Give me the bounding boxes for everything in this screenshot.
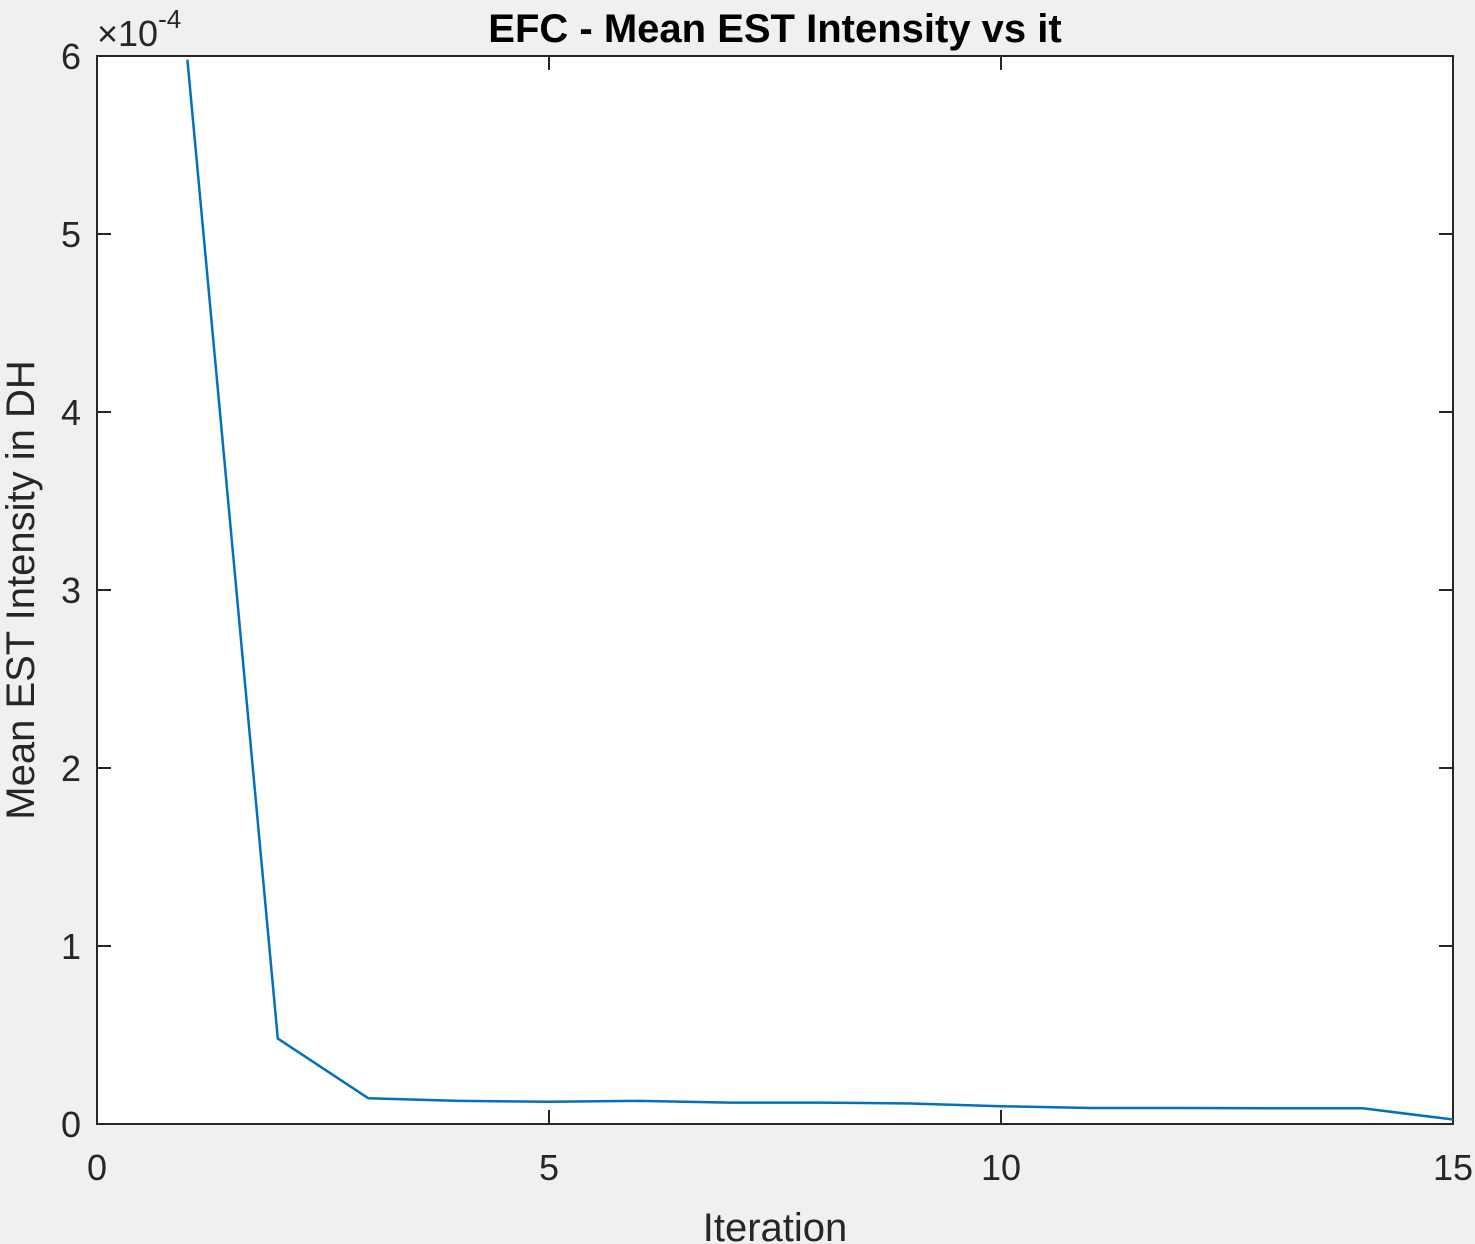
y-multiplier-exponent: -4 xyxy=(158,4,181,34)
y-tick-label-2: 2 xyxy=(61,748,81,789)
y-tick-label-5: 5 xyxy=(61,214,81,255)
y-tick-label-3: 3 xyxy=(61,570,81,611)
chart-title: EFC - Mean EST Intensity vs it xyxy=(488,7,1061,51)
y-tick-label-4: 4 xyxy=(61,392,81,433)
tick-marks xyxy=(96,55,1454,1125)
x-tick-label-3: 15 xyxy=(1433,1147,1473,1188)
x-tick-label-0: 0 xyxy=(87,1147,107,1188)
y-tick-label-6: 6 xyxy=(61,36,81,77)
x-tick-labels: 0 5 10 15 xyxy=(87,1147,1473,1188)
series-line-0 xyxy=(186,59,1454,1121)
y-tick-label-0: 0 xyxy=(61,1104,81,1145)
series-lines xyxy=(186,59,1454,1121)
x-axis-label: Iteration xyxy=(703,1206,848,1244)
plot-area xyxy=(96,55,1454,1125)
x-tick-label-1: 5 xyxy=(539,1147,559,1188)
y-tick-label-1: 1 xyxy=(61,926,81,967)
y-multiplier: ×10-4 xyxy=(97,4,181,54)
y-tick-labels: 0 1 2 3 4 5 6 xyxy=(61,36,81,1145)
x-tick-label-2: 10 xyxy=(981,1147,1021,1188)
y-multiplier-base: ×10 xyxy=(97,13,158,54)
y-axis-label: Mean EST Intensity in DH xyxy=(0,360,43,819)
